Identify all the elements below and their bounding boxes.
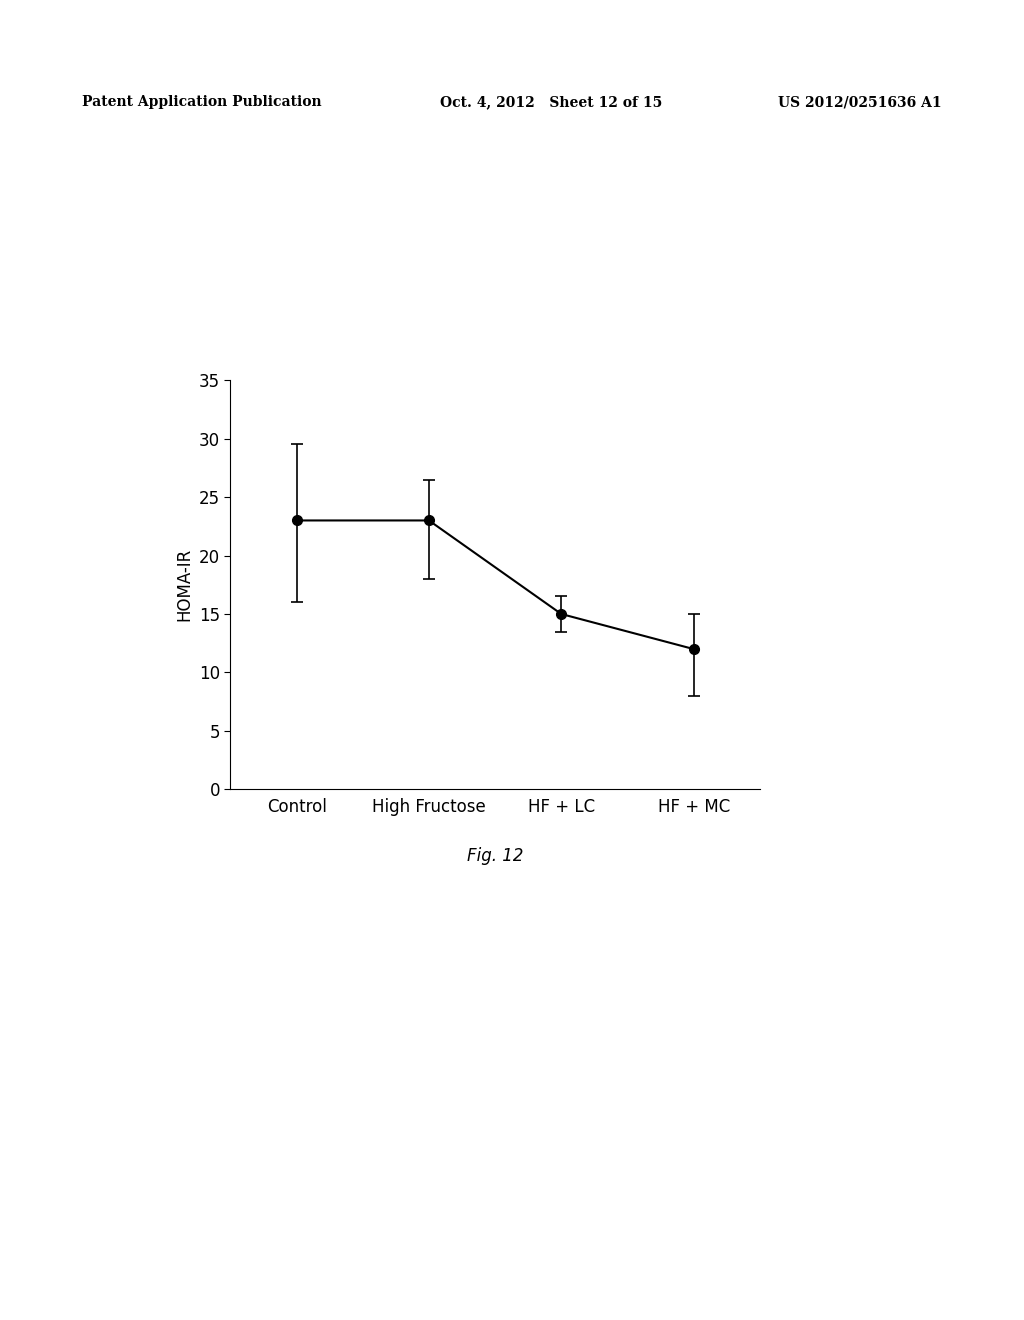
Text: Fig. 12: Fig. 12 — [467, 847, 524, 866]
Text: Patent Application Publication: Patent Application Publication — [82, 95, 322, 110]
Y-axis label: HOMA-IR: HOMA-IR — [175, 548, 194, 622]
Text: US 2012/0251636 A1: US 2012/0251636 A1 — [778, 95, 942, 110]
Text: Oct. 4, 2012   Sheet 12 of 15: Oct. 4, 2012 Sheet 12 of 15 — [440, 95, 663, 110]
